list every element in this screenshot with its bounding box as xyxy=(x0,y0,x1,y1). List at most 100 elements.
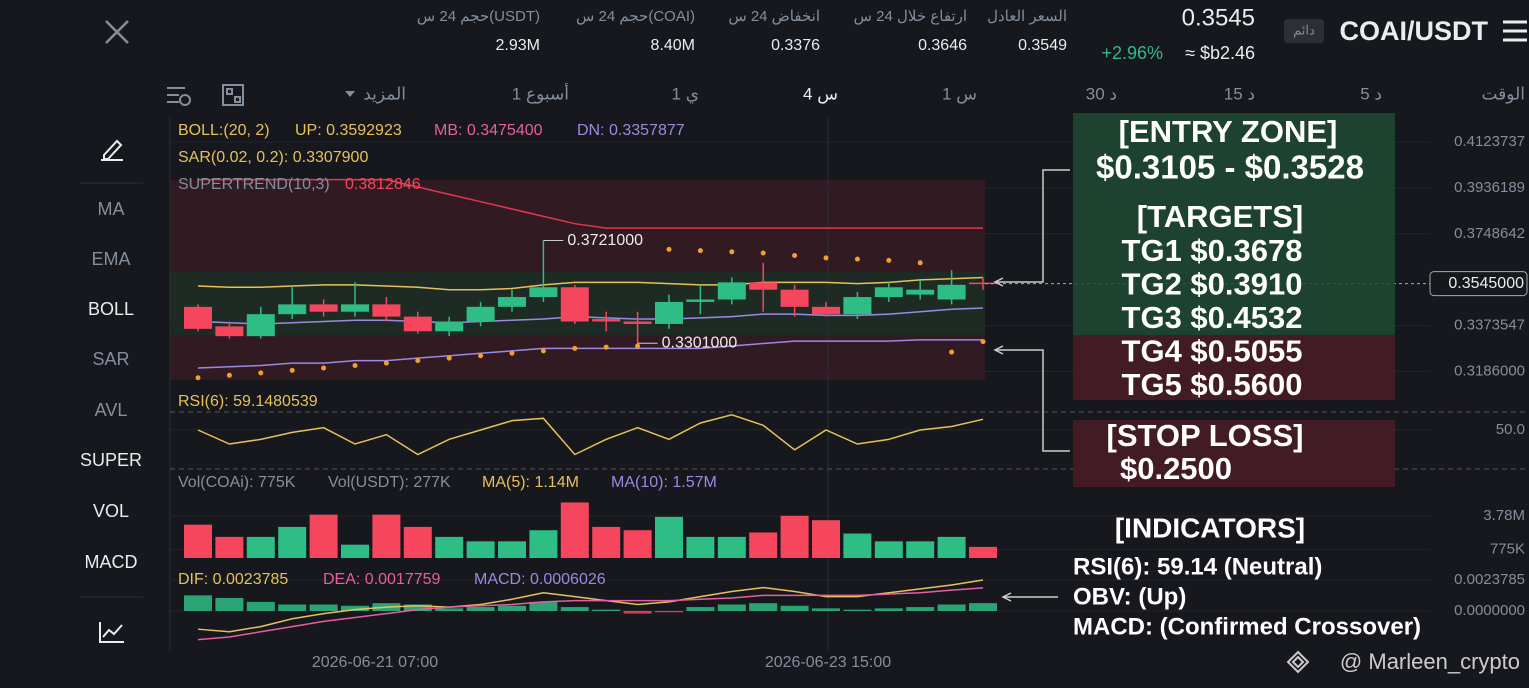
volume-bar xyxy=(780,515,809,558)
stat-label: حجم 24 س(USDT) xyxy=(417,8,540,25)
y-tick-label: 0.4123737 xyxy=(1454,133,1525,150)
candle-body xyxy=(812,306,840,315)
legend-text: SUPERTREND(10,3) xyxy=(178,176,330,193)
entry-box xyxy=(1073,113,1395,335)
candle-body xyxy=(623,321,652,324)
sar-dot xyxy=(854,256,860,262)
timeframe-tab[interactable]: 1 س xyxy=(942,84,977,104)
legend-text: MACD: 0.0006026 xyxy=(474,571,606,588)
macd-bar xyxy=(655,610,683,613)
volume-bar xyxy=(843,533,872,558)
volume-bar xyxy=(812,520,840,558)
volume-bar xyxy=(278,526,307,558)
sar-dot xyxy=(949,349,955,355)
indicator-button[interactable]: EMA xyxy=(91,249,130,269)
stat-value: 0.3646 xyxy=(918,37,967,54)
indicator-note: RSI(6): 59.14 (Neutral) xyxy=(1073,553,1322,580)
candle-body xyxy=(969,282,997,285)
timeframe-tab[interactable]: الوقت xyxy=(1481,84,1525,104)
tabs: الوقت 5 د 15 د 30 د 1 س 4 س 1 ي 1 أسبوع المزيد xyxy=(363,82,1525,104)
dropdown-arrow xyxy=(345,91,355,97)
sar-dot xyxy=(792,252,798,258)
sar-dot xyxy=(917,260,923,266)
timeframe-tab[interactable]: المزيد xyxy=(363,84,406,104)
timeframe-tab[interactable]: 1 ي xyxy=(672,84,700,103)
sar-dot xyxy=(509,350,515,356)
legend-text: UP: 0.3592923 xyxy=(295,122,402,139)
sar-dot xyxy=(823,255,829,261)
macd-bar xyxy=(937,604,966,611)
indicator-note: MACD: (Confirmed Crossover) xyxy=(1073,613,1421,640)
volume-bar xyxy=(749,532,778,558)
draw-icon[interactable] xyxy=(101,139,123,161)
sar-dot xyxy=(540,348,546,354)
target-box-red xyxy=(1073,335,1395,400)
indicator-note: OBV: (Up) xyxy=(1073,583,1186,610)
rsi-line xyxy=(197,414,984,456)
volume-bar xyxy=(874,541,903,558)
timeframe-tab[interactable]: 1 أسبوع xyxy=(512,82,569,104)
indicator-button[interactable]: SUPER xyxy=(80,450,142,470)
targets-title: [TARGETS] xyxy=(1137,199,1303,234)
y-tick-label: 50.0 xyxy=(1496,421,1525,438)
volume-bar xyxy=(435,536,464,558)
sar-dot xyxy=(729,249,735,255)
close-button[interactable] xyxy=(105,20,129,44)
timeframe-tab[interactable]: 30 د xyxy=(1086,84,1117,103)
legend-text: SAR(0.02, 0.2): 0.3307900 xyxy=(178,149,368,166)
entry-title: [ENTRY ZONE] xyxy=(1119,114,1338,149)
indicators-title: [INDICATORS] xyxy=(1115,512,1305,543)
legend-text: Vol(COAi): 775K xyxy=(178,474,296,491)
candle-body xyxy=(278,304,307,315)
stop-title: [STOP LOSS] xyxy=(1107,418,1304,453)
volume-bar xyxy=(466,541,495,558)
indicator-button[interactable]: MACD xyxy=(85,552,138,572)
y-tick-label: 775K xyxy=(1490,540,1525,557)
candle-body xyxy=(592,319,621,322)
volume-bar xyxy=(560,502,589,558)
sar-dot xyxy=(666,246,672,252)
timeframe-tab[interactable]: 15 د xyxy=(1224,84,1255,103)
stat-label: انخفاض 24 س xyxy=(728,8,820,25)
macd-bar xyxy=(184,595,212,611)
macd-bar xyxy=(403,604,432,611)
price: 0.3545 xyxy=(1182,4,1255,31)
indicator-button[interactable]: BOLL xyxy=(88,299,134,319)
macd-bar xyxy=(749,603,778,611)
timeframe-tab[interactable]: 4 س xyxy=(803,84,838,104)
candle-body xyxy=(341,304,369,312)
sar-dot xyxy=(352,363,358,369)
candle-body xyxy=(937,284,966,300)
sar-dot xyxy=(572,345,578,351)
timeframe-tab[interactable]: 5 د xyxy=(1360,84,1382,103)
volume-bar xyxy=(246,536,275,558)
menu-icon[interactable] xyxy=(1503,20,1527,42)
legend-text: DN: 0.3357877 xyxy=(577,122,685,139)
sar-dot xyxy=(603,344,609,350)
change: +2.96% xyxy=(1101,43,1163,63)
stat-value: 0.3376 xyxy=(771,37,820,54)
target: TG3 $0.4532 xyxy=(1122,300,1303,335)
legend-text: Vol(USDT): 277K xyxy=(328,474,451,491)
y-tick-label: 0.3373547 xyxy=(1454,316,1525,333)
supertrend-line xyxy=(198,178,983,229)
stop-value: $0.2500 xyxy=(1120,451,1232,486)
candle-body xyxy=(309,304,338,312)
macd-bar xyxy=(906,607,935,611)
chart-icon[interactable] xyxy=(99,622,124,643)
indicator-button[interactable]: SAR xyxy=(92,349,129,369)
boll-mid xyxy=(197,307,984,325)
sar-dot xyxy=(980,339,986,345)
candle-body xyxy=(717,282,746,300)
target: TG4 $0.5055 xyxy=(1122,334,1303,369)
indicator-button[interactable]: MA xyxy=(98,199,125,219)
pair[interactable]: COAI/USDT xyxy=(1340,16,1489,46)
candle-body xyxy=(435,321,464,332)
toolbar-icons[interactable] xyxy=(167,84,244,106)
legend-text: MB: 0.3475400 xyxy=(434,122,543,139)
indicator-button[interactable]: VOL xyxy=(93,501,129,521)
y-tick-label: 0.0000000 xyxy=(1454,602,1525,619)
indicator-button[interactable]: AVL xyxy=(95,400,128,420)
legend-text: RSI(6): 59.1480539 xyxy=(178,393,318,410)
